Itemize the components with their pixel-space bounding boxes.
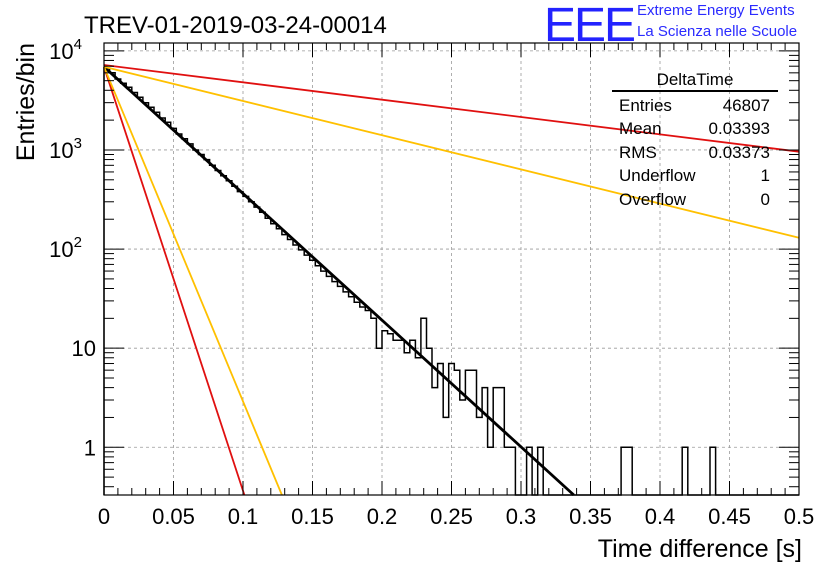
y-tick-base: 10 [49, 138, 73, 163]
x-tick-label: 0.05 [152, 504, 195, 529]
x-tick-label: 0.2 [367, 504, 398, 529]
x-tick-label: 0.3 [506, 504, 537, 529]
y-tick-label: 102 [49, 234, 82, 262]
stats-box: DeltaTime Entries 46807 Mean 0.03393 RMS… [612, 70, 778, 211]
stats-label: Entries [619, 96, 672, 115]
eee-logo: EEE [544, 0, 636, 52]
series-line [103, 64, 800, 153]
x-tick-label: 0 [98, 504, 110, 529]
y-axis-label: Entries/bin [12, 43, 40, 161]
stats-row: Entries 46807 [612, 94, 778, 117]
series-line [103, 65, 800, 239]
series-line [103, 66, 283, 496]
series-line [103, 66, 246, 496]
x-tick-label: 0.15 [291, 504, 334, 529]
x-tick-label: 0.4 [645, 504, 676, 529]
y-tick-label: 104 [49, 36, 82, 64]
x-tick-label: 0.1 [228, 504, 259, 529]
series-line [103, 65, 575, 497]
x-tick-label: 0.5 [784, 504, 815, 529]
y-tick-exponent: 4 [74, 36, 82, 53]
stats-row: RMS 0.03373 [612, 141, 778, 164]
brand-line-2: La Scienza nelle Scuole [637, 23, 798, 40]
y-tick-exponent: 2 [74, 234, 82, 251]
x-axis-label: Time difference [s] [598, 535, 802, 563]
axis-ticks: 0 0.05 0.1 0.15 0.2 0.25 0.3 0.35 0.4 0.45 0.51041… [49, 36, 814, 529]
chart-title: TREV-01-2019-03-24-00014 [84, 12, 387, 39]
stats-value: 46807 [722, 96, 770, 115]
stats-value: 0 [760, 189, 770, 209]
brand-line-1: Extreme Energy Events [637, 2, 795, 19]
stats-label: RMS [619, 142, 657, 162]
stats-row: Mean 0.03393 [612, 117, 778, 140]
stats-label: Overflow [619, 189, 687, 209]
stats-value: 1 [760, 166, 770, 186]
x-tick-label: 0.25 [430, 504, 473, 529]
stats-row: Overflow 0 [612, 188, 778, 211]
stats-label: Mean [619, 119, 662, 139]
stats-value: 0.03373 [708, 142, 770, 162]
x-tick-label: 0.35 [569, 504, 612, 529]
fit-curves [103, 64, 800, 497]
y-tick-base: 10 [49, 39, 73, 64]
stats-title: DeltaTime [612, 70, 778, 92]
stats-row: Underflow 1 [612, 164, 778, 187]
stats-value: 0.03393 [708, 119, 770, 139]
stats-label: Underflow [619, 166, 696, 186]
y-tick-label: 10 [72, 336, 96, 361]
y-tick-base: 10 [49, 237, 73, 262]
y-tick-label: 1 [84, 435, 96, 460]
x-tick-label: 0.45 [708, 504, 751, 529]
y-tick-label: 103 [49, 135, 82, 163]
grid [104, 43, 799, 495]
y-tick-exponent: 3 [74, 135, 82, 152]
